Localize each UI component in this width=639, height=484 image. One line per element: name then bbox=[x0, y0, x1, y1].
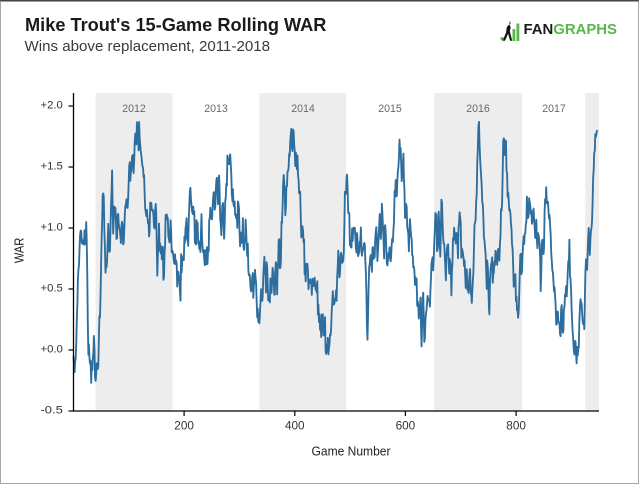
svg-text:+1.0: +1.0 bbox=[41, 222, 63, 234]
svg-text:2017: 2017 bbox=[542, 103, 566, 115]
svg-text:200: 200 bbox=[174, 419, 194, 433]
svg-text:400: 400 bbox=[285, 419, 305, 433]
svg-text:2012: 2012 bbox=[122, 103, 146, 115]
svg-text:2015: 2015 bbox=[378, 103, 402, 115]
svg-text:+0.0: +0.0 bbox=[41, 344, 63, 356]
svg-text:+0.5: +0.5 bbox=[41, 283, 63, 295]
svg-text:WAR: WAR bbox=[12, 238, 27, 264]
svg-text:+1.5: +1.5 bbox=[41, 161, 63, 173]
svg-text:+2.0: +2.0 bbox=[41, 100, 63, 112]
svg-text:2013: 2013 bbox=[204, 103, 228, 115]
svg-text:2016: 2016 bbox=[466, 103, 490, 115]
svg-text:600: 600 bbox=[396, 419, 416, 433]
svg-text:2014: 2014 bbox=[291, 103, 315, 115]
svg-text:800: 800 bbox=[506, 419, 526, 433]
svg-text:-0.5: -0.5 bbox=[41, 405, 63, 417]
svg-text:Game Number: Game Number bbox=[312, 443, 392, 458]
